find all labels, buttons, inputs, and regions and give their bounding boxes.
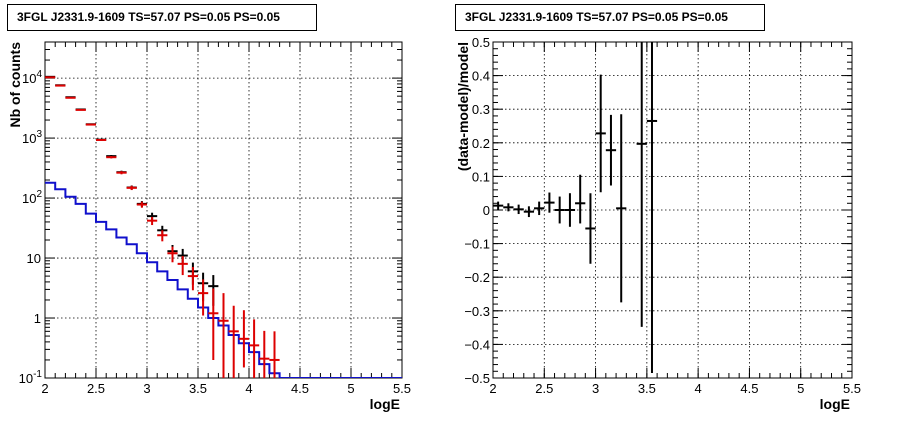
x-tick-label: 4.5 — [740, 381, 758, 396]
data-point — [187, 266, 198, 291]
y-tick-label: 0.5 — [472, 35, 490, 50]
y-tick-label: 103 — [22, 129, 42, 146]
data-point — [564, 193, 576, 227]
data-point — [493, 201, 504, 210]
data-point — [523, 206, 535, 218]
y-tick-label: −0.3 — [464, 304, 490, 319]
y-tick-label: 1 — [34, 311, 41, 326]
data-point — [218, 293, 229, 378]
data-point — [167, 246, 178, 263]
x-tick-label: 3.5 — [189, 381, 207, 396]
x-tick-label: 2.5 — [535, 381, 553, 396]
data-layer — [45, 75, 402, 378]
data-point — [238, 310, 249, 368]
y-axis-label: (data-model)/model — [455, 42, 471, 171]
data-point — [269, 331, 280, 378]
data-point — [65, 96, 76, 99]
y-tick-label: 0.3 — [472, 102, 490, 117]
data-point — [198, 279, 209, 316]
data-point — [534, 201, 545, 216]
data-point — [605, 114, 617, 186]
data-point — [259, 330, 270, 378]
y-tick-label: 10 — [27, 251, 41, 266]
data-point — [575, 174, 586, 224]
x-tick-label: 5.5 — [393, 381, 411, 396]
data-point — [106, 156, 117, 159]
x-tick-label: 5 — [347, 381, 354, 396]
data-point — [249, 319, 260, 378]
data-point — [75, 108, 86, 111]
x-tick-label: 3 — [592, 381, 599, 396]
y-tick-label: 104 — [22, 69, 42, 86]
data-point — [116, 171, 127, 175]
data-point — [208, 288, 219, 360]
x-tick-label: 3 — [143, 381, 150, 396]
data-point — [595, 74, 606, 193]
y-tick-label: 10-1 — [19, 369, 43, 386]
x-tick-label: 5.5 — [843, 381, 861, 396]
x-tick-label: 4 — [695, 381, 702, 396]
y-tick-label: 0.4 — [472, 69, 490, 84]
x-tick-label: 2.5 — [87, 381, 105, 396]
data-point — [544, 192, 555, 213]
data-point — [228, 305, 239, 378]
y-tick-label: −0.1 — [464, 237, 490, 252]
x-tick-label: 4 — [245, 381, 252, 396]
data-point — [147, 216, 158, 226]
x-axis-label: logE — [370, 396, 400, 412]
y-tick-label: 102 — [22, 189, 42, 206]
x-tick-label: 2 — [489, 381, 496, 396]
data-point — [96, 138, 107, 141]
data-layer — [493, 42, 658, 373]
x-tick-label: 4.5 — [291, 381, 309, 396]
model-step-line — [45, 181, 402, 378]
data-point — [136, 201, 147, 208]
x-tick-label: 2 — [41, 381, 48, 396]
x-tick-label: 5 — [797, 381, 804, 396]
y-tick-label: −0.4 — [464, 337, 490, 352]
data-point — [55, 84, 66, 87]
y-tick-label: 0.1 — [472, 169, 490, 184]
data-point — [85, 123, 96, 126]
data-point — [646, 42, 658, 373]
data-point — [616, 114, 627, 303]
y-tick-label: −0.5 — [464, 371, 490, 386]
data-point — [585, 193, 596, 264]
y-tick-label: −0.2 — [464, 270, 490, 285]
x-tick-label: 3.5 — [638, 381, 656, 396]
data-point — [157, 230, 168, 242]
y-tick-label: 0.2 — [472, 136, 490, 151]
right-plot-title: 3FGL J2331.9-1609 TS=57.07 PS=0.05 PS=0.… — [455, 4, 765, 31]
y-axis-label: Nb of counts — [7, 42, 23, 128]
y-tick-label: 0 — [483, 203, 490, 218]
data-point — [177, 256, 188, 276]
data-point — [45, 76, 56, 79]
data-point — [503, 203, 514, 212]
x-axis-label: logE — [820, 396, 850, 412]
data-point — [636, 42, 647, 327]
data-point — [126, 185, 137, 191]
left-plot-title: 3FGL J2331.9-1609 TS=57.07 PS=0.05 PS=0.… — [7, 4, 317, 31]
data-point — [513, 204, 524, 215]
data-point — [554, 196, 565, 224]
